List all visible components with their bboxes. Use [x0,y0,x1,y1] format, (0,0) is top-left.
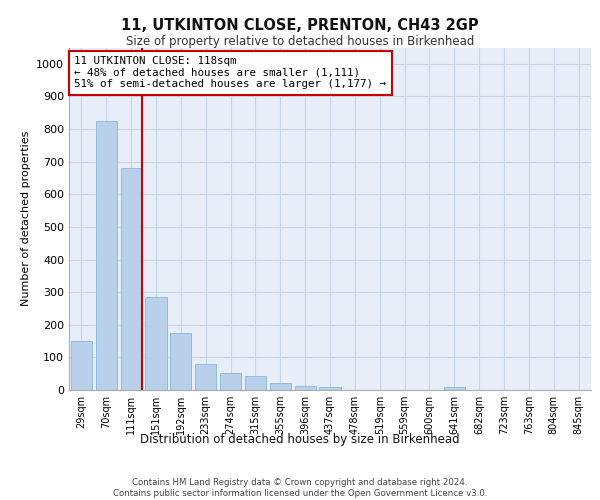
Bar [319,386,341,390]
Bar [444,386,465,390]
Text: 11 UTKINTON CLOSE: 118sqm
← 48% of detached houses are smaller (1,111)
51% of se: 11 UTKINTON CLOSE: 118sqm ← 48% of detac… [74,56,386,90]
Bar [96,121,117,390]
Bar [145,297,167,390]
Text: 11, UTKINTON CLOSE, PRENTON, CH43 2GP: 11, UTKINTON CLOSE, PRENTON, CH43 2GP [121,18,479,32]
Bar [195,364,216,390]
Bar [295,386,316,390]
Y-axis label: Number of detached properties: Number of detached properties [20,131,31,306]
Bar [121,168,142,390]
Bar [71,341,92,390]
Text: Size of property relative to detached houses in Birkenhead: Size of property relative to detached ho… [126,35,474,48]
Text: Contains HM Land Registry data © Crown copyright and database right 2024.
Contai: Contains HM Land Registry data © Crown c… [113,478,487,498]
Text: Distribution of detached houses by size in Birkenhead: Distribution of detached houses by size … [140,432,460,446]
Bar [170,333,191,390]
Bar [245,376,266,390]
Bar [270,383,291,390]
Bar [220,373,241,390]
